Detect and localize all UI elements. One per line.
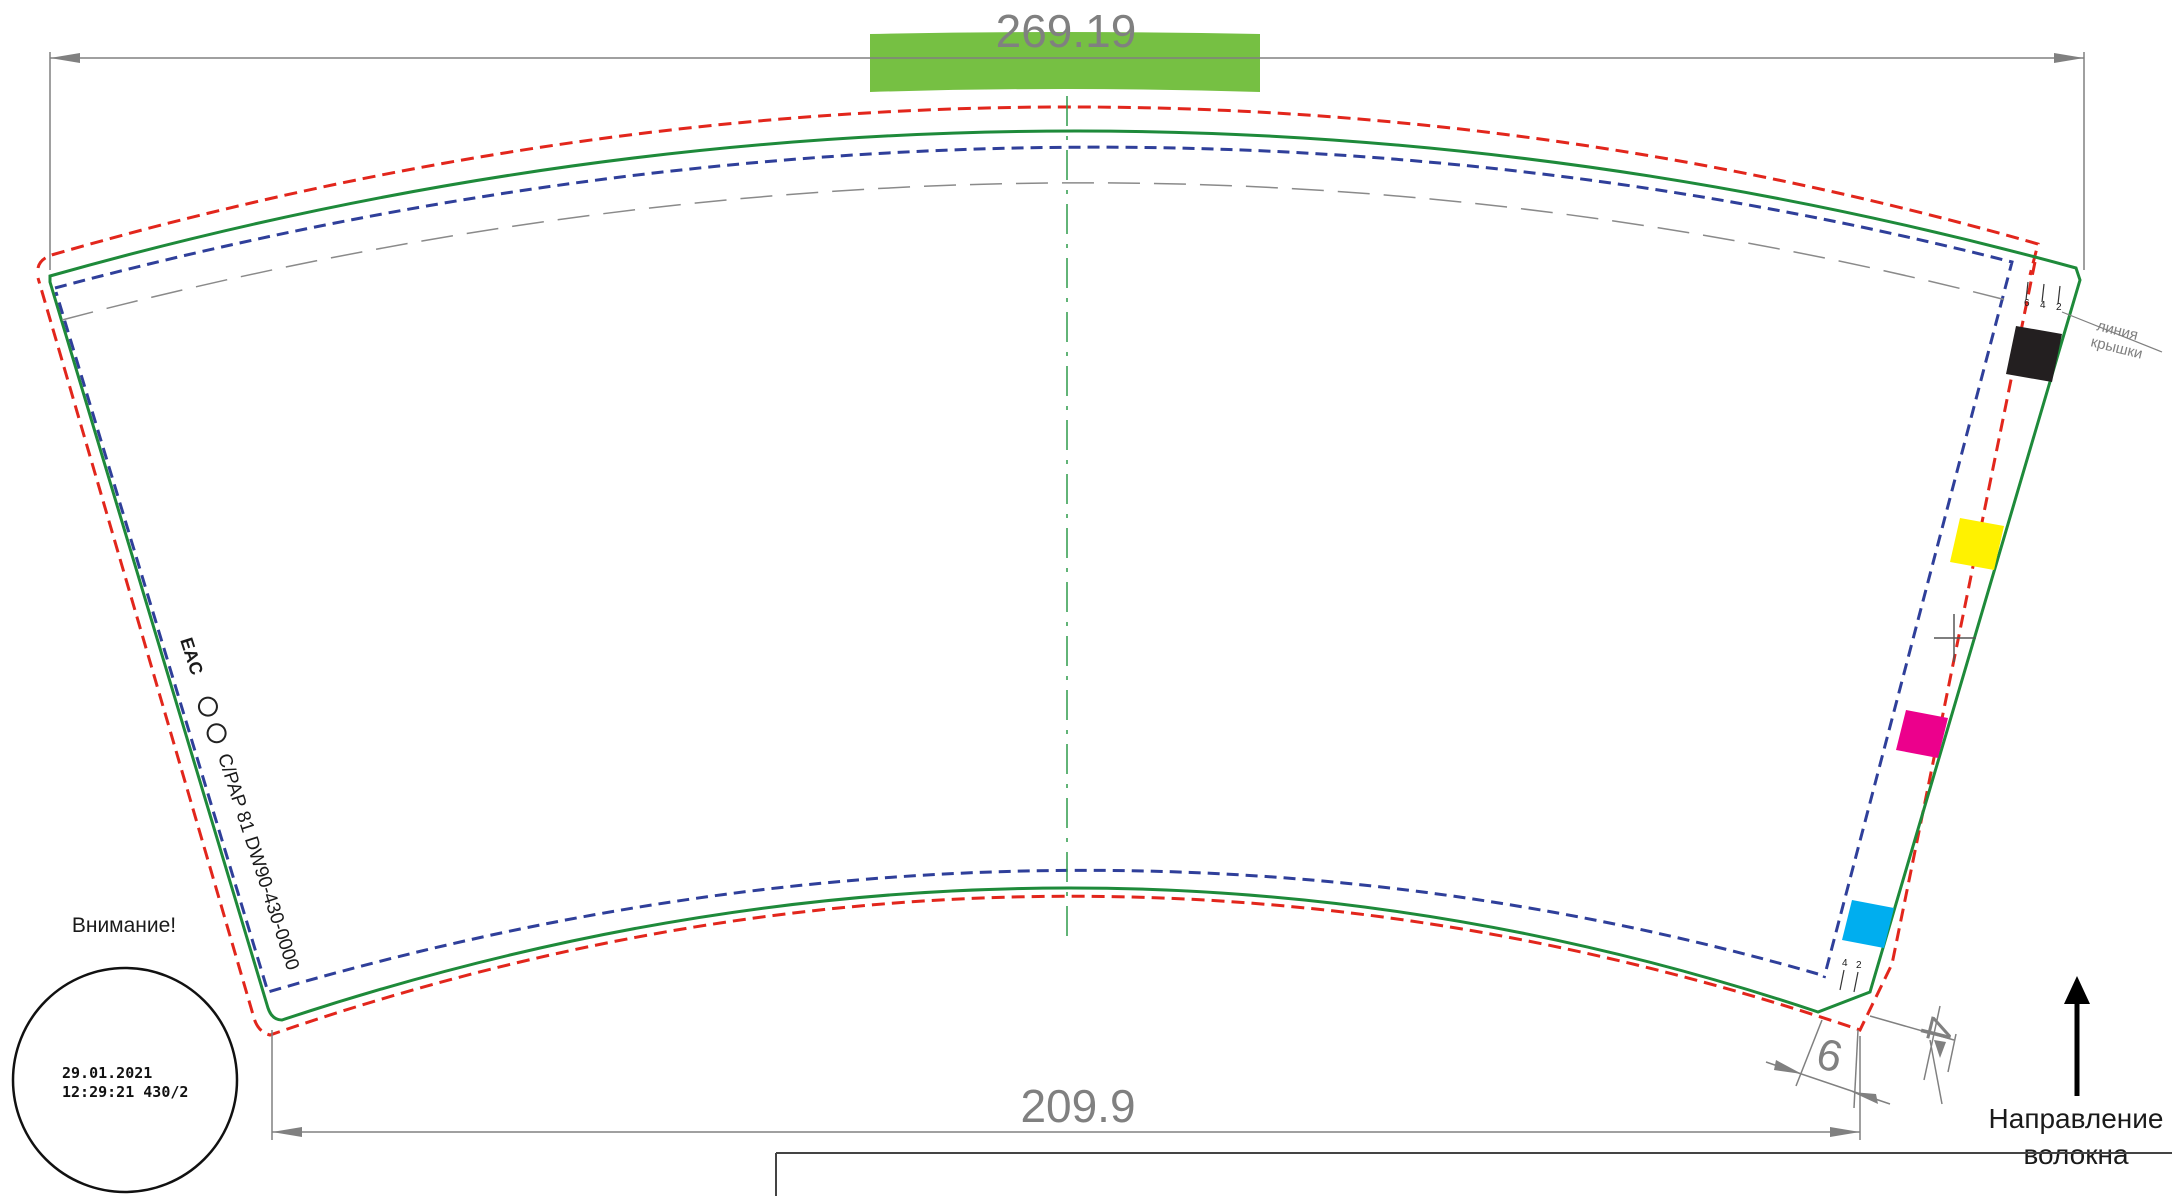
- certification-mark: EAC: [176, 635, 207, 677]
- green-header-bar: [870, 32, 1260, 92]
- fiber-direction-arrow-icon: [2064, 976, 2090, 1096]
- trim-line: [48, 129, 2082, 1022]
- patch-cyan: [1842, 900, 1894, 948]
- tick-label-top-4: 4: [2040, 300, 2046, 311]
- tick-label-top-2: 2: [2056, 302, 2062, 313]
- product-code: C/PAP 81 DW90-430-0000: [213, 751, 303, 973]
- offset-label-4: 4: [1910, 1011, 1963, 1047]
- safe-line: [61, 182, 2007, 321]
- patch-magenta: [1896, 710, 1948, 758]
- product-marking: EAC C/PAP 81 DW90-430-0000: [176, 635, 303, 973]
- lid-line-marker: [2061, 311, 2163, 353]
- bottom-dimension: [271, 1030, 1861, 1140]
- tick-label-bottom-4: 4: [1842, 958, 1848, 969]
- bleed-line: [54, 145, 2014, 994]
- recycle-icon: [197, 696, 218, 717]
- margin-warning-label: Внимание!: [72, 914, 176, 937]
- bottom-width-label: 209.9: [1020, 1080, 1135, 1132]
- offset-dimension-6: [1765, 1019, 1891, 1109]
- top-dimension: [49, 52, 2085, 270]
- stamp-date: 29.01.2021: [62, 1064, 152, 1082]
- offset-dimension-4: [1869, 1005, 1957, 1105]
- tick-label-bottom-2: 2: [1856, 960, 1862, 971]
- patch-yellow: [1950, 518, 2004, 570]
- no-glass-icon: [206, 723, 227, 744]
- offset-label-6: 6: [1812, 1029, 1848, 1082]
- date-stamp-circle: [11, 966, 239, 1194]
- registration-cross: [1934, 614, 1976, 662]
- stamp-time-code: 12:29:21 430/2: [62, 1083, 188, 1101]
- color-patches: [1842, 326, 2062, 948]
- top-width-label: 269.19: [996, 5, 1137, 57]
- patch-black: [2006, 326, 2062, 382]
- fiber-direction-label-1: Направление: [1989, 1103, 2164, 1134]
- cut-line-outer: [36, 105, 2040, 1037]
- tick-marks-bottom: [1839, 969, 1859, 993]
- tick-label-top-6: 6: [2024, 298, 2030, 309]
- fiber-direction-label-2: волокна: [2023, 1139, 2128, 1170]
- tick-marks-top: [2025, 281, 2061, 305]
